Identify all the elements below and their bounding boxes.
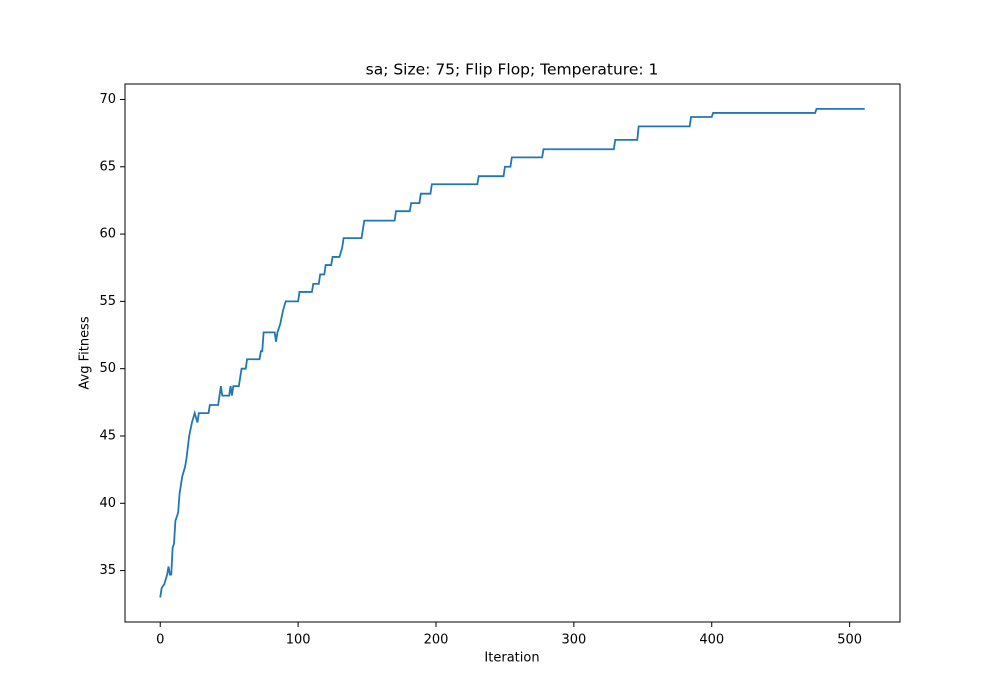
y-axis-label: Avg Fitness bbox=[78, 316, 93, 389]
y-tick-label: 40 bbox=[99, 496, 116, 511]
y-tick-label: 55 bbox=[99, 294, 116, 309]
y-tick-label: 60 bbox=[99, 227, 116, 242]
x-tick-label: 100 bbox=[286, 633, 311, 648]
x-axis-label: Iteration bbox=[484, 651, 539, 666]
x-tick-label: 500 bbox=[837, 633, 862, 648]
y-tick-label: 65 bbox=[99, 159, 116, 174]
y-tick-label: 50 bbox=[99, 361, 116, 376]
x-tick-label: 300 bbox=[561, 633, 586, 648]
y-tick-label: 45 bbox=[99, 428, 116, 443]
y-tick-label: 70 bbox=[99, 92, 116, 107]
x-tick-label: 0 bbox=[156, 633, 164, 648]
x-tick-label: 400 bbox=[699, 633, 724, 648]
x-tick-label: 200 bbox=[424, 633, 449, 648]
plot-frame bbox=[124, 83, 901, 623]
line-series bbox=[159, 108, 865, 598]
chart-title: sa; Size: 75; Flip Flop; Temperature: 1 bbox=[366, 61, 659, 79]
y-tick-label: 35 bbox=[99, 563, 116, 578]
